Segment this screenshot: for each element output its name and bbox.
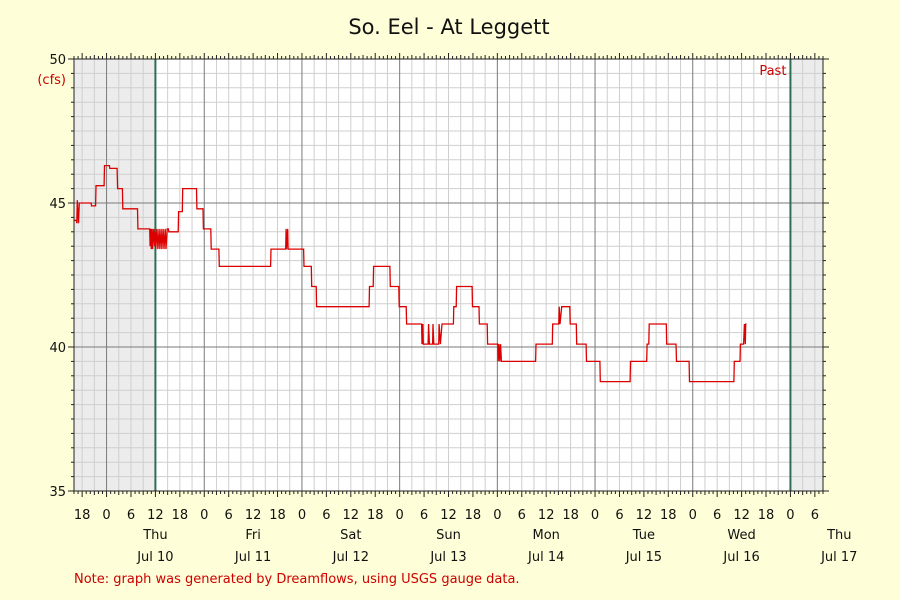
day-date-label: Jul 16 (722, 550, 759, 565)
x-hour-tick-label: 0 (689, 508, 697, 523)
day-weekday-label: Mon (532, 528, 559, 543)
past-label: Past (759, 64, 786, 79)
y-tick-label: 45 (49, 197, 66, 212)
x-hour-tick-label: 18 (269, 508, 286, 523)
x-hour-tick-label: 12 (538, 508, 555, 523)
x-hour-tick-label: 12 (733, 508, 750, 523)
x-hour-tick-label: 12 (245, 508, 262, 523)
x-hour-tick-label: 18 (465, 508, 482, 523)
x-hour-tick-label: 0 (786, 508, 794, 523)
day-date-label: Jul 11 (234, 550, 271, 565)
x-hour-tick-label: 0 (200, 508, 208, 523)
day-date-label: Jul 17 (820, 550, 857, 565)
day-date-label: Jul 15 (625, 550, 662, 565)
x-hour-tick-label: 6 (713, 508, 721, 523)
x-hour-tick-label: 6 (420, 508, 428, 523)
day-date-label: Jul 14 (527, 550, 564, 565)
x-hour-tick-label: 6 (225, 508, 233, 523)
day-weekday-label: Wed (727, 528, 755, 543)
chart-title: So. Eel - At Leggett (348, 15, 549, 39)
x-hour-tick-label: 0 (493, 508, 501, 523)
day-weekday-label: Sat (340, 528, 361, 543)
x-hour-tick-label: 6 (127, 508, 135, 523)
x-hour-tick-label: 0 (298, 508, 306, 523)
flow-series-line (74, 164, 747, 383)
y-tick-label: 40 (49, 341, 66, 356)
day-date-label: Jul 13 (429, 550, 466, 565)
y-axis-unit-label: (cfs) (37, 73, 66, 88)
x-hour-tick-label: 6 (518, 508, 526, 523)
day-date-label: Jul 10 (136, 550, 173, 565)
day-weekday-label: Sun (436, 528, 461, 543)
x-hour-tick-label: 18 (172, 508, 189, 523)
x-hour-tick-label: 12 (636, 508, 653, 523)
x-hour-tick-label: 6 (322, 508, 330, 523)
day-weekday-label: Tue (632, 528, 655, 543)
x-hour-tick-label: 18 (758, 508, 775, 523)
x-hour-tick-label: 18 (74, 508, 91, 523)
day-weekday-label: Thu (826, 528, 851, 543)
x-hour-tick-label: 0 (102, 508, 110, 523)
x-hour-tick-label: 6 (811, 508, 819, 523)
x-hour-tick-label: 0 (591, 508, 599, 523)
x-hour-tick-label: 18 (660, 508, 677, 523)
footnote: Note: graph was generated by Dreamflows,… (74, 572, 520, 587)
x-hour-tick-label: 12 (343, 508, 360, 523)
day-weekday-label: Thu (142, 528, 167, 543)
y-tick-label: 35 (49, 485, 66, 500)
day-weekday-label: Fri (245, 528, 261, 543)
x-hour-tick-label: 18 (367, 508, 384, 523)
x-hour-tick-label: 12 (147, 508, 164, 523)
y-tick-label: 50 (49, 53, 66, 68)
x-hour-tick-label: 12 (440, 508, 457, 523)
x-hour-tick-label: 0 (396, 508, 404, 523)
x-hour-tick-label: 6 (615, 508, 623, 523)
day-date-label: Jul 12 (332, 550, 369, 565)
x-hour-tick-label: 18 (562, 508, 579, 523)
